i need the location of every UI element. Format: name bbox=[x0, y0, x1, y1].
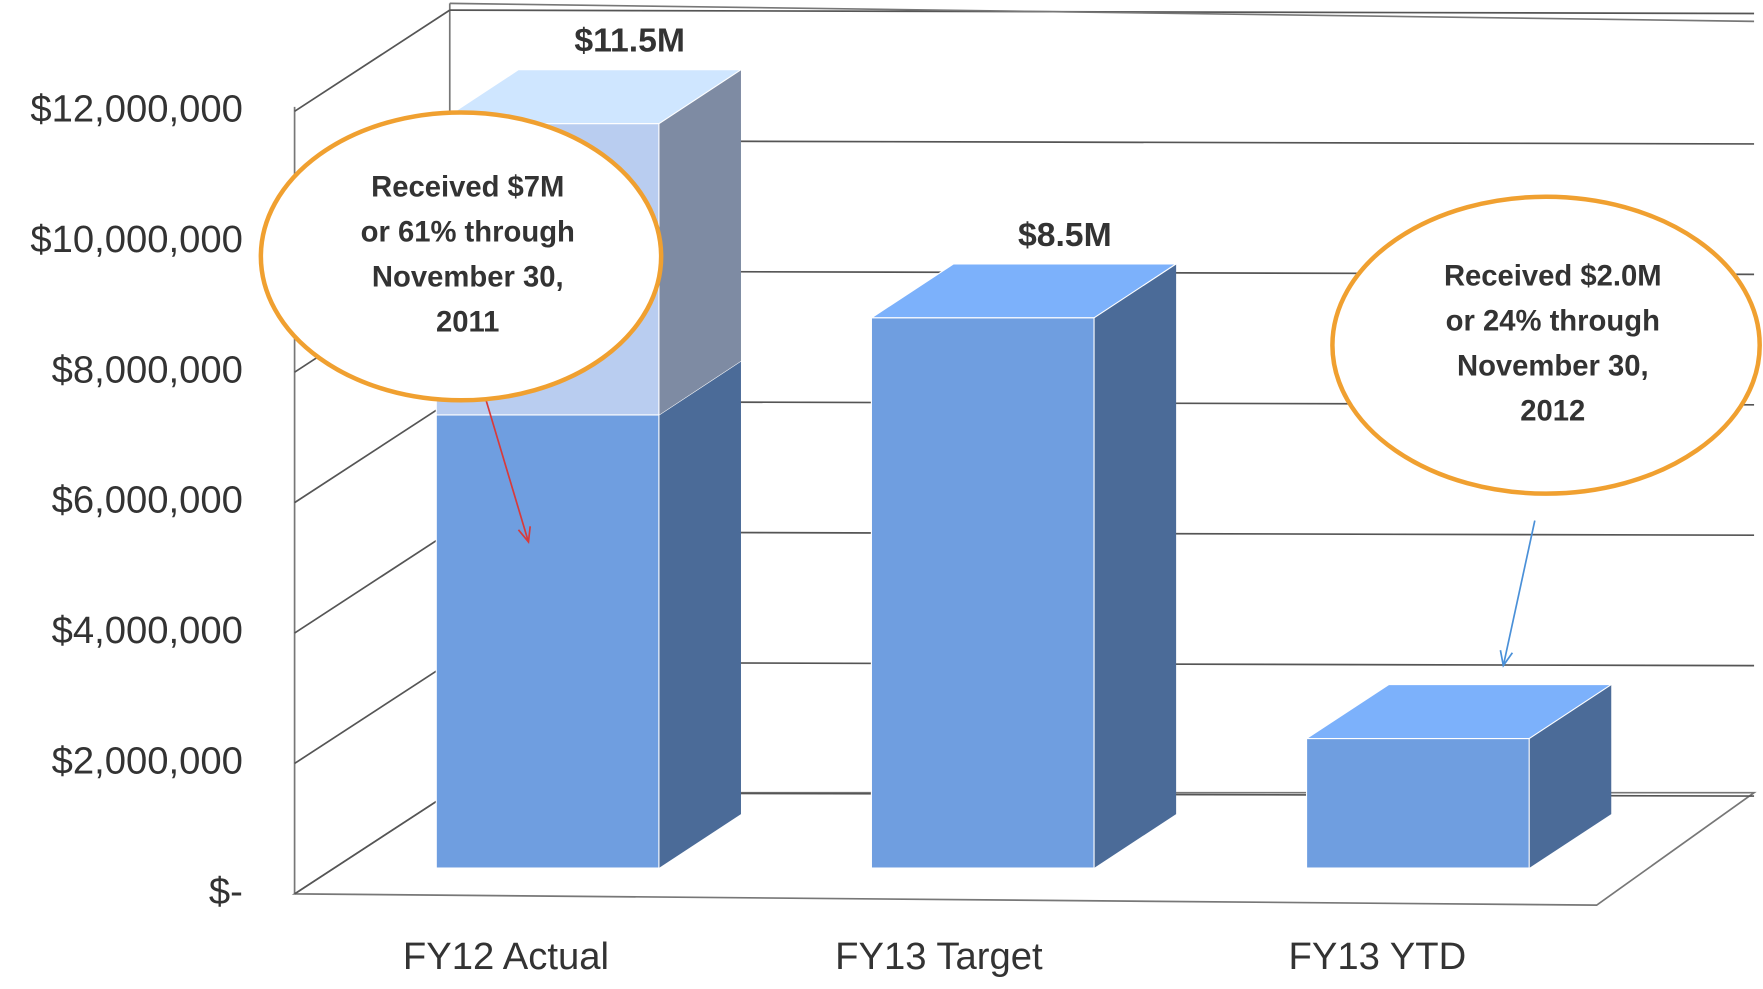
x-tick-label: FY12 Actual bbox=[403, 935, 609, 978]
bar-front bbox=[870, 317, 1095, 869]
annotation-text: or 61% through bbox=[361, 217, 575, 249]
x-tick-label: FY13 Target bbox=[835, 935, 1043, 978]
annotation-arrowhead bbox=[517, 526, 532, 545]
grid-side bbox=[294, 791, 451, 895]
y-tick-label: $2,000,000 bbox=[52, 740, 243, 783]
annotation-text: 2011 bbox=[436, 307, 499, 339]
annotation-text: 2012 bbox=[1520, 395, 1585, 427]
bar-side bbox=[658, 360, 741, 869]
y-tick-label: $6,000,000 bbox=[52, 479, 243, 522]
annotation-text: or 24% through bbox=[1446, 305, 1660, 337]
annotation-arrowhead bbox=[1499, 650, 1514, 668]
wall-top bbox=[449, 2, 1755, 23]
annotation-bubble bbox=[1330, 194, 1762, 496]
total-label: $11.5M bbox=[574, 22, 685, 60]
grid-side bbox=[294, 9, 451, 113]
plot: $- $2,000,000 $4,000,000 $6,000,000 $8,000,0… bbox=[30, 2, 1762, 978]
annotation-arrow bbox=[484, 398, 530, 543]
bar bbox=[434, 360, 743, 869]
y-tick-label: $12,000,000 bbox=[30, 87, 243, 130]
bar bbox=[869, 263, 1179, 869]
grid-side bbox=[294, 400, 451, 504]
annotation-bubble bbox=[258, 110, 664, 403]
annotation-text: November 30, bbox=[372, 262, 564, 294]
grid-side bbox=[294, 531, 451, 634]
bar bbox=[1304, 684, 1614, 869]
x-tick-label: FY13 YTD bbox=[1289, 935, 1467, 978]
grid-side bbox=[294, 661, 451, 765]
y-tick-label: $8,000,000 bbox=[52, 348, 243, 391]
bar-side bbox=[658, 69, 741, 415]
bar-side bbox=[1094, 263, 1177, 869]
annotation-text: Received $7M bbox=[371, 172, 564, 204]
bar-front bbox=[1305, 738, 1530, 869]
bar-front bbox=[435, 414, 660, 869]
annotation-arrow bbox=[1502, 520, 1536, 666]
y-tick-label: $- bbox=[209, 870, 243, 913]
annotation-text: Received $2.0M bbox=[1444, 260, 1662, 292]
total-label: $8.5M bbox=[1018, 216, 1112, 254]
bar-side bbox=[1529, 684, 1612, 869]
y-tick-label: $10,000,000 bbox=[30, 218, 243, 261]
y-tick-label: $4,000,000 bbox=[52, 609, 243, 652]
annotation-text: November 30, bbox=[1457, 350, 1649, 382]
